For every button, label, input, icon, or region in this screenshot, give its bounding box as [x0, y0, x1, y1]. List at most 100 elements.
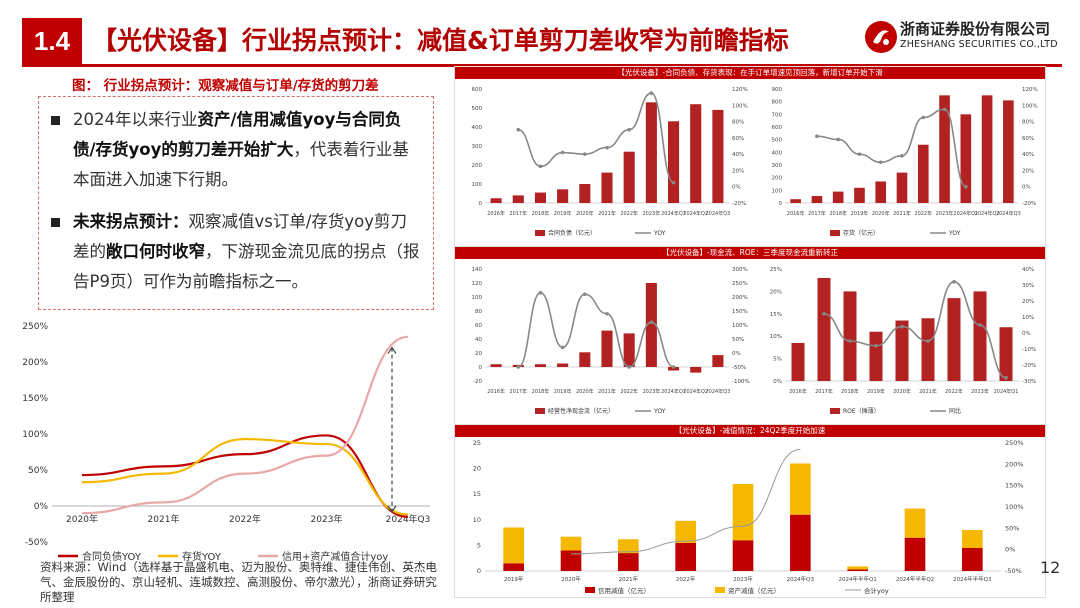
logo-name-en: ZHESHANG SECURITIES CO.,LTD	[900, 39, 1058, 50]
right-tick-label: -20%	[1022, 363, 1036, 369]
right-tick-label: -50%	[732, 365, 746, 371]
yoy-point	[516, 127, 521, 132]
x-tick-label: 2024年Q2	[683, 388, 708, 395]
left-tick-label: 10%	[770, 334, 782, 340]
stacked-bar-segment	[560, 536, 582, 551]
gap-arrow-up-icon	[387, 346, 397, 354]
x-tick-label: 2022年	[676, 575, 696, 583]
bar	[1003, 100, 1014, 203]
legend-swatch	[830, 408, 840, 414]
legend-swatch	[535, 408, 545, 414]
bar	[690, 104, 702, 203]
chart-impairment: 25 20 15 10 5 0 250% 200% 150% 100% 50% 0% -50% 2019年…	[473, 439, 1024, 595]
stacked-bar-segment	[560, 550, 582, 571]
right-tick-label: 100%	[1005, 503, 1024, 511]
bullet-square-icon	[51, 218, 60, 227]
bar	[790, 199, 801, 203]
bar	[557, 363, 569, 367]
left-tick-label: 100	[772, 188, 783, 194]
yoy-point	[978, 323, 982, 327]
bar	[512, 195, 524, 203]
x-tick-label: 2023年	[642, 388, 660, 395]
x-tick-label: 2016年	[487, 210, 505, 217]
left-tick-label: 0	[479, 201, 483, 207]
legend-label: 合同负债YOY	[82, 550, 142, 563]
left-tick-label: 300	[472, 144, 483, 150]
panel-title: 【光伏设备】-现金流、ROE：三季度现金流重新转正	[455, 247, 1045, 259]
bar	[875, 181, 887, 203]
legend-label: 资产减值（亿元）	[728, 586, 780, 595]
bar	[999, 327, 1013, 381]
bar	[843, 291, 857, 381]
yoy-point	[671, 180, 676, 185]
right-tick-label: 120%	[1022, 87, 1038, 93]
yoy-point	[942, 107, 947, 112]
x-tick-label: 2021年	[598, 388, 616, 395]
left-tick-label: 100	[472, 295, 483, 301]
x-tick-label: 2022年	[945, 388, 963, 395]
y-tick-label: 150%	[22, 394, 48, 404]
bar	[690, 367, 702, 373]
bar	[490, 364, 502, 367]
right-tick-label: 20%	[1022, 299, 1034, 305]
yoy-point	[822, 312, 826, 316]
yoy-point	[516, 365, 521, 369]
bar	[895, 320, 909, 381]
bar	[557, 189, 569, 203]
x-tick-label: 2023年	[971, 388, 989, 395]
left-tick-label: 200	[472, 163, 483, 169]
legend-label: 信用减值（亿元）	[598, 586, 650, 595]
series-line-1	[81, 434, 409, 518]
yoy-point	[952, 280, 956, 284]
bar	[579, 184, 591, 203]
x-tick-label: 2017年	[815, 388, 833, 395]
chart-operating-cashflow: 140 120 100 80 60 40 20 0 -20 300% 250% 200% 150% 100…	[472, 267, 750, 415]
left-tick-label: 20	[473, 465, 481, 473]
right-tick-label: 0%	[732, 185, 741, 191]
right-tick-label: 40%	[1022, 152, 1034, 158]
left-tick-label: 15	[473, 490, 481, 498]
bar	[579, 352, 591, 367]
stacked-bar-segment	[503, 563, 524, 571]
panel-impairment: 【光伏设备】-减值情况：24Q2季度开始加速 25 20 15 10 5 0 250% 200…	[454, 424, 1046, 598]
bullet-text-1: 2024年以来行业资产/信用减值yoy与合同负债/存货yoy的剪刀差开始扩大，代…	[51, 105, 423, 195]
page-number: 12	[1040, 558, 1061, 577]
page-title: 【光伏设备】行业拐点预计：减值&订单剪刀差收窄为前瞻指标	[92, 26, 789, 55]
bar	[601, 172, 613, 203]
x-tick-label: 2020年	[576, 210, 594, 217]
left-tick-label: 20	[475, 351, 482, 357]
x-tick-label: 2022年	[620, 210, 638, 217]
left-tick-label: 15%	[770, 312, 782, 318]
right-tick-label: 150%	[732, 309, 748, 315]
legend-swatch	[535, 230, 545, 236]
x-tick-label: 2020年	[561, 575, 581, 583]
x-tick-label: 2021年	[148, 513, 180, 525]
left-tick-label: 500	[772, 138, 783, 144]
right-tick-label: 200%	[1005, 460, 1024, 468]
yoy-point	[857, 152, 862, 156]
legend-label: 合计yoy	[864, 586, 889, 595]
panel-title: 【光伏设备】-减值情况：24Q2季度开始加速	[455, 425, 1045, 437]
bullet-text-run: 资产/信用减值yoy与合同负债/存货yoy的剪刀差开始扩大	[73, 110, 402, 159]
bar	[645, 102, 657, 203]
x-tick-label: 2019年	[851, 210, 869, 217]
stacked-bar-segment	[904, 508, 926, 538]
bar	[832, 191, 844, 203]
x-tick-label: 2021年	[919, 388, 937, 395]
bar	[623, 333, 635, 367]
panel-title: 【光伏设备】-合同负债、存货表现：在手订单增速见顶回落，新增订单开始下滑	[455, 67, 1045, 79]
right-tick-label: -100%	[732, 379, 750, 385]
x-tick-label: 2020年	[66, 513, 98, 525]
series-line-2	[81, 437, 409, 516]
left-tick-label: 400	[472, 125, 483, 131]
x-tick-label: 2024年Q3	[705, 210, 730, 217]
stacked-bar-segment	[618, 553, 639, 571]
yoy-point	[649, 320, 654, 324]
right-tick-label: -50%	[1005, 567, 1022, 575]
right-tick-label: 30%	[1022, 283, 1034, 289]
left-tick-label: 800	[772, 100, 783, 106]
bar	[623, 151, 635, 203]
figure-caption: 图： 行业拐点预计：观察减值与订单/存货的剪刀差	[72, 78, 379, 94]
x-tick-label: 2016年	[487, 388, 505, 395]
yoy-point	[964, 184, 968, 189]
